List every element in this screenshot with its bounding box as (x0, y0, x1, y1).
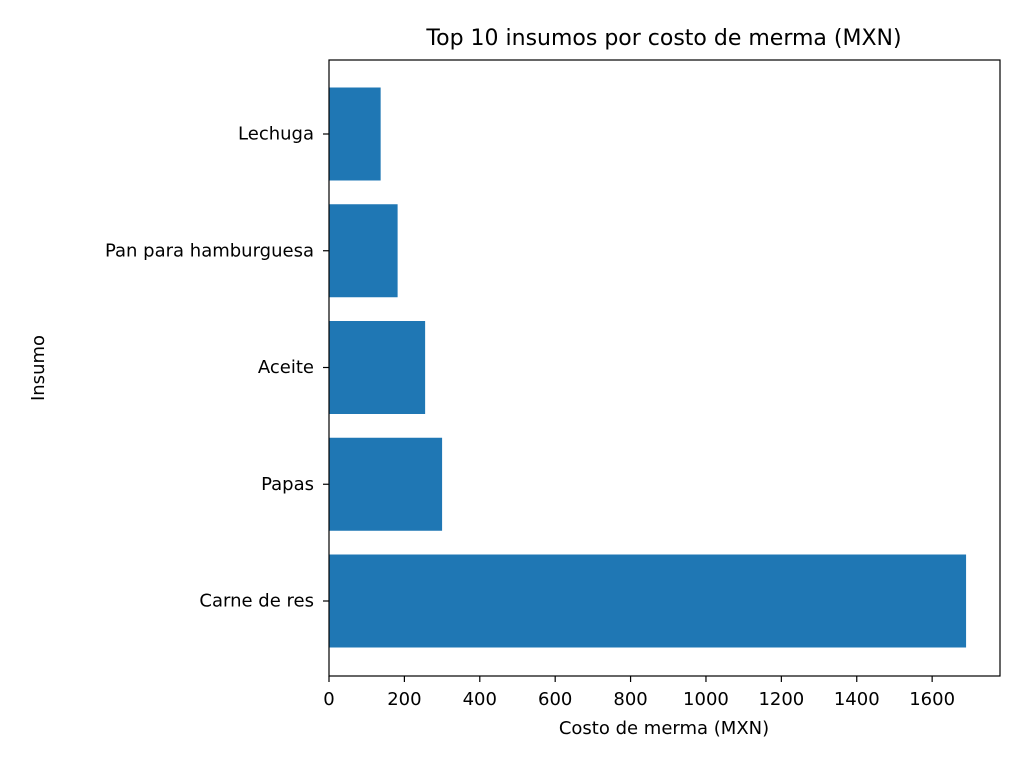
bar (329, 204, 398, 298)
bar (329, 87, 381, 181)
chart-title: Top 10 insumos por costo de merma (MXN) (425, 26, 901, 51)
x-tick-label: 1000 (683, 689, 729, 710)
x-axis-ticks: 0 200 400 600 800 1000 1200 1400 1600 (323, 676, 955, 710)
y-axis-label: Insumo (28, 335, 49, 401)
y-axis-ticks: Carne de res Papas Aceite Pan para hamburgu… (105, 124, 329, 612)
y-tick-label: Papas (261, 474, 314, 495)
y-tick-label: Carne de res (199, 591, 314, 612)
x-tick-label: 200 (387, 689, 421, 710)
bars-group (329, 87, 967, 648)
x-tick-label: 800 (613, 689, 647, 710)
y-tick-label: Pan para hamburguesa (105, 240, 314, 261)
x-tick-label: 1400 (834, 689, 880, 710)
x-tick-label: 0 (323, 689, 334, 710)
x-tick-label: 1200 (758, 689, 804, 710)
x-tick-label: 600 (538, 689, 572, 710)
x-tick-label: 400 (463, 689, 497, 710)
y-tick-label: Aceite (258, 357, 314, 378)
x-axis-label: Costo de merma (MXN) (559, 718, 769, 739)
x-tick-label: 1600 (909, 689, 955, 710)
bar (329, 554, 967, 648)
bar (329, 437, 443, 531)
bar (329, 321, 426, 414)
y-tick-label: Lechuga (238, 124, 314, 145)
